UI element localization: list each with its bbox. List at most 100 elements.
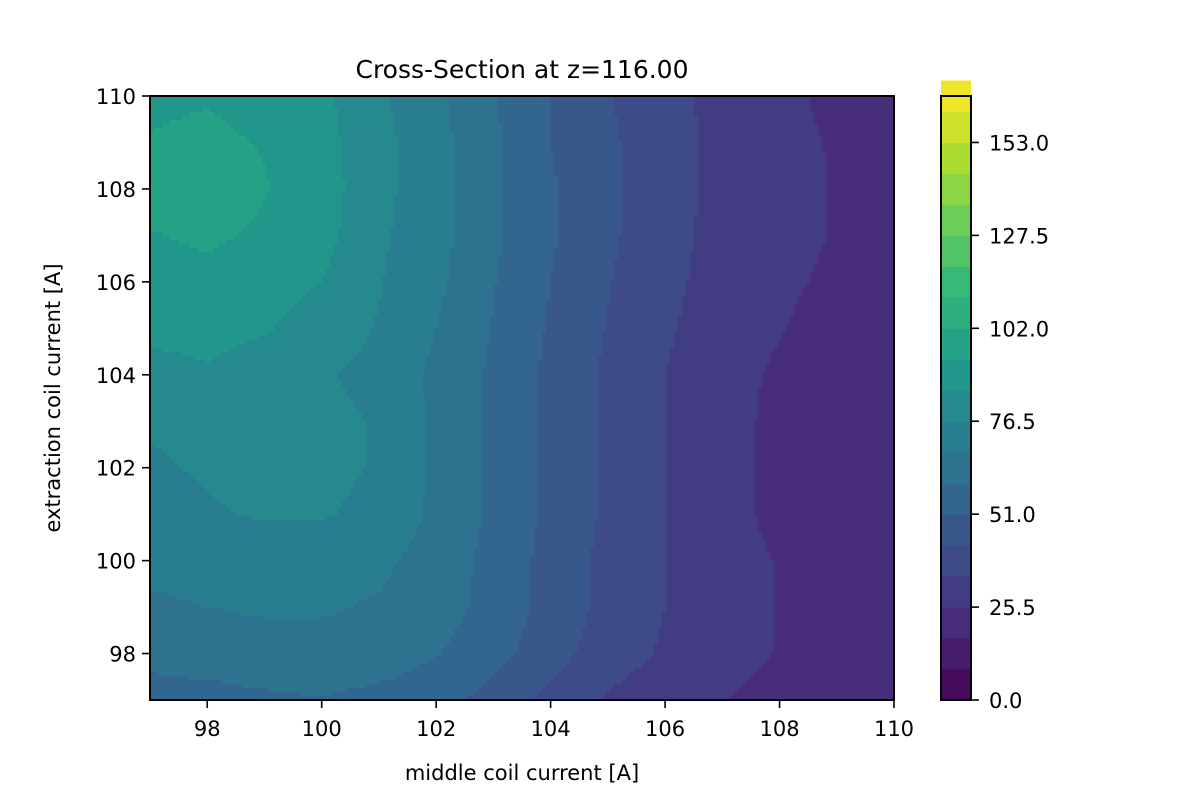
colorbar-band <box>941 142 971 174</box>
contour-cell <box>826 176 894 181</box>
contour-cell <box>482 500 539 505</box>
colorbar-ticks: 0.0 25.5 51.0 76.5 102.0 127.5 153.0 <box>971 131 1049 713</box>
contour-cell <box>370 332 435 337</box>
contour-cell <box>826 216 894 221</box>
colorbar-tick-label: 153.0 <box>989 131 1049 155</box>
contour-cell <box>494 308 547 313</box>
contour-cell <box>554 152 623 157</box>
contour-cell <box>686 292 803 297</box>
contour-cell <box>426 472 483 477</box>
contour-cell <box>150 204 263 209</box>
contour-cell <box>450 120 499 125</box>
contour-cell <box>394 220 455 225</box>
colorbar-band <box>941 173 971 205</box>
contour-cell <box>450 116 499 121</box>
x-tick-label: 110 <box>874 717 914 741</box>
contour-cell <box>610 280 687 285</box>
contour-cell <box>490 320 547 325</box>
contour-cell <box>150 296 303 301</box>
contour-cell <box>150 572 391 577</box>
contour-cell <box>270 188 347 193</box>
contour-cell <box>622 156 699 161</box>
contour-cell <box>366 424 427 429</box>
contour-cell <box>350 492 427 497</box>
contour-cell <box>430 352 487 357</box>
contour-cell <box>498 120 551 125</box>
contour-cell <box>606 320 679 325</box>
contour-cell <box>662 616 775 621</box>
contour-cell <box>450 636 523 641</box>
contour-cell <box>666 432 755 437</box>
contour-cell <box>774 600 894 605</box>
contour-cell <box>338 124 395 129</box>
contour-cell <box>590 564 667 569</box>
contour-cell <box>274 328 371 333</box>
contour-cell <box>342 144 399 149</box>
contour-cell <box>154 444 367 449</box>
contour-cell <box>438 312 495 317</box>
contour-cell <box>666 548 767 553</box>
contour-cell <box>530 564 591 569</box>
contour-cell <box>698 160 827 165</box>
contour-cell <box>402 552 475 557</box>
contour-cell <box>502 192 559 197</box>
contour-cell <box>254 144 343 149</box>
contour-cell <box>314 284 383 289</box>
contour-cell <box>466 696 535 700</box>
contour-cell <box>538 452 599 457</box>
contour-cell <box>150 300 299 305</box>
contour-cell <box>482 408 539 413</box>
contour-cell <box>666 552 771 557</box>
contour-cell <box>150 308 291 313</box>
contour-cell <box>482 484 539 489</box>
contour-cell <box>346 688 479 693</box>
contour-cell <box>454 216 503 221</box>
contour-cell <box>442 300 495 305</box>
contour-cell <box>558 236 619 241</box>
contour-cell <box>502 128 551 133</box>
contour-cell <box>614 260 691 265</box>
contour-cell <box>422 372 483 377</box>
contour-cell <box>150 584 383 589</box>
contour-cell <box>538 424 599 429</box>
contour-cell <box>354 404 427 409</box>
contour-cell <box>502 144 551 149</box>
contour-cell <box>502 252 555 257</box>
contour-cell <box>674 344 779 349</box>
contour-cell <box>426 428 483 433</box>
contour-cell <box>598 408 667 413</box>
contour-cell <box>598 484 667 489</box>
contour-cell <box>778 344 894 349</box>
contour-cell <box>826 192 894 197</box>
contour-cell <box>354 480 427 485</box>
contour-cell <box>170 456 367 461</box>
contour-cell <box>394 200 455 205</box>
contour-cell <box>462 620 527 625</box>
contour-cell <box>602 352 671 357</box>
contour-cell <box>150 264 331 269</box>
contour-cell <box>150 328 275 333</box>
contour-cell <box>342 140 399 145</box>
contour-cell <box>470 604 531 609</box>
contour-cell <box>690 260 819 265</box>
contour-cell <box>802 288 894 293</box>
contour-cell <box>530 580 591 585</box>
contour-cell <box>666 544 767 549</box>
contour-cell <box>698 212 827 217</box>
contour-cell <box>150 652 443 657</box>
contour-cell <box>682 312 795 317</box>
contour-cell <box>266 196 343 201</box>
contour-cell <box>818 260 894 265</box>
contour-cell <box>698 116 815 121</box>
contour-cell <box>430 348 487 353</box>
contour-cell <box>538 460 599 465</box>
contour-cell <box>342 160 399 165</box>
contour-cell <box>494 296 551 301</box>
contour-cell <box>450 276 499 281</box>
contour-cell <box>598 404 667 409</box>
contour-cell <box>622 184 699 189</box>
contour-cell <box>538 524 595 529</box>
contour-cell <box>666 448 755 453</box>
contour-cell <box>610 688 739 693</box>
contour-cell <box>590 560 667 565</box>
